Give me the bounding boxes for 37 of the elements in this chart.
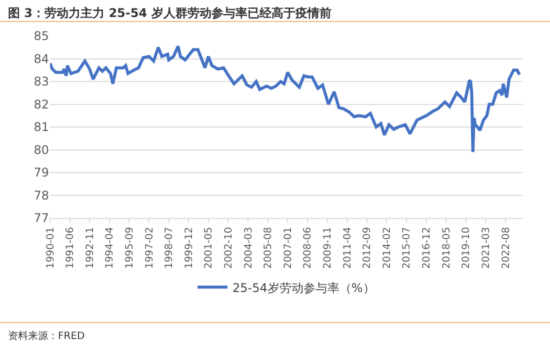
x-tick-label: 2019-10 bbox=[461, 227, 472, 269]
y-tick-label: 80 bbox=[34, 142, 49, 157]
chart-title: 图 3：劳动力主力 25-54 岁人群劳动参与率已经高于疫情前 bbox=[8, 5, 332, 22]
y-tick-label: 79 bbox=[34, 166, 49, 180]
y-tick-label: 78 bbox=[34, 188, 49, 202]
y-tick-label: 84 bbox=[34, 52, 49, 66]
x-tick-label: 1992-11 bbox=[84, 227, 96, 269]
x-tick-label: 2018-05 bbox=[441, 227, 452, 269]
x-tick-label: 1991-06 bbox=[65, 227, 76, 269]
y-tick-label: 77 bbox=[34, 211, 49, 226]
y-tick-label: 85 bbox=[34, 29, 49, 44]
x-tick-label: 2014-02 bbox=[382, 227, 393, 269]
legend-label: 25-54岁劳动参与率（%） bbox=[232, 280, 375, 295]
y-tick-label: 82 bbox=[34, 97, 49, 112]
x-tick-label: 2009-11 bbox=[322, 227, 334, 269]
x-tick-label: 1997-02 bbox=[144, 227, 156, 269]
y-tick-label: 81 bbox=[34, 120, 49, 134]
x-tick-label: 2011-04 bbox=[342, 227, 354, 269]
x-tick-label: 2008-06 bbox=[302, 227, 314, 269]
line-series bbox=[50, 44, 521, 154]
x-tick-label: 1995-09 bbox=[124, 227, 136, 269]
y-tick-label: 83 bbox=[34, 74, 49, 89]
x-tick-label: 1990-01 bbox=[45, 227, 56, 269]
x-tick-label: 2004-03 bbox=[243, 227, 254, 269]
x-tick-label: 2001-05 bbox=[204, 227, 215, 269]
x-tick-label: 2005-08 bbox=[263, 227, 274, 269]
x-tick-label: 2016-12 bbox=[422, 227, 433, 269]
x-tick-label: 2015-07 bbox=[402, 227, 413, 269]
x-tick-label: 2022-08 bbox=[500, 227, 512, 269]
x-tick-label: 2002-10 bbox=[223, 227, 234, 269]
x-tick-label: 1998-07 bbox=[164, 227, 176, 269]
x-tick-label: 2021-03 bbox=[480, 227, 492, 269]
x-tick-label: 2007-01 bbox=[282, 227, 294, 269]
x-tick-label: 1994-04 bbox=[104, 227, 116, 269]
x-tick-label: 1999-12 bbox=[184, 227, 195, 269]
text: 资料来源：FRED bbox=[8, 330, 85, 343]
x-tick-label: 2012-09 bbox=[362, 227, 374, 269]
